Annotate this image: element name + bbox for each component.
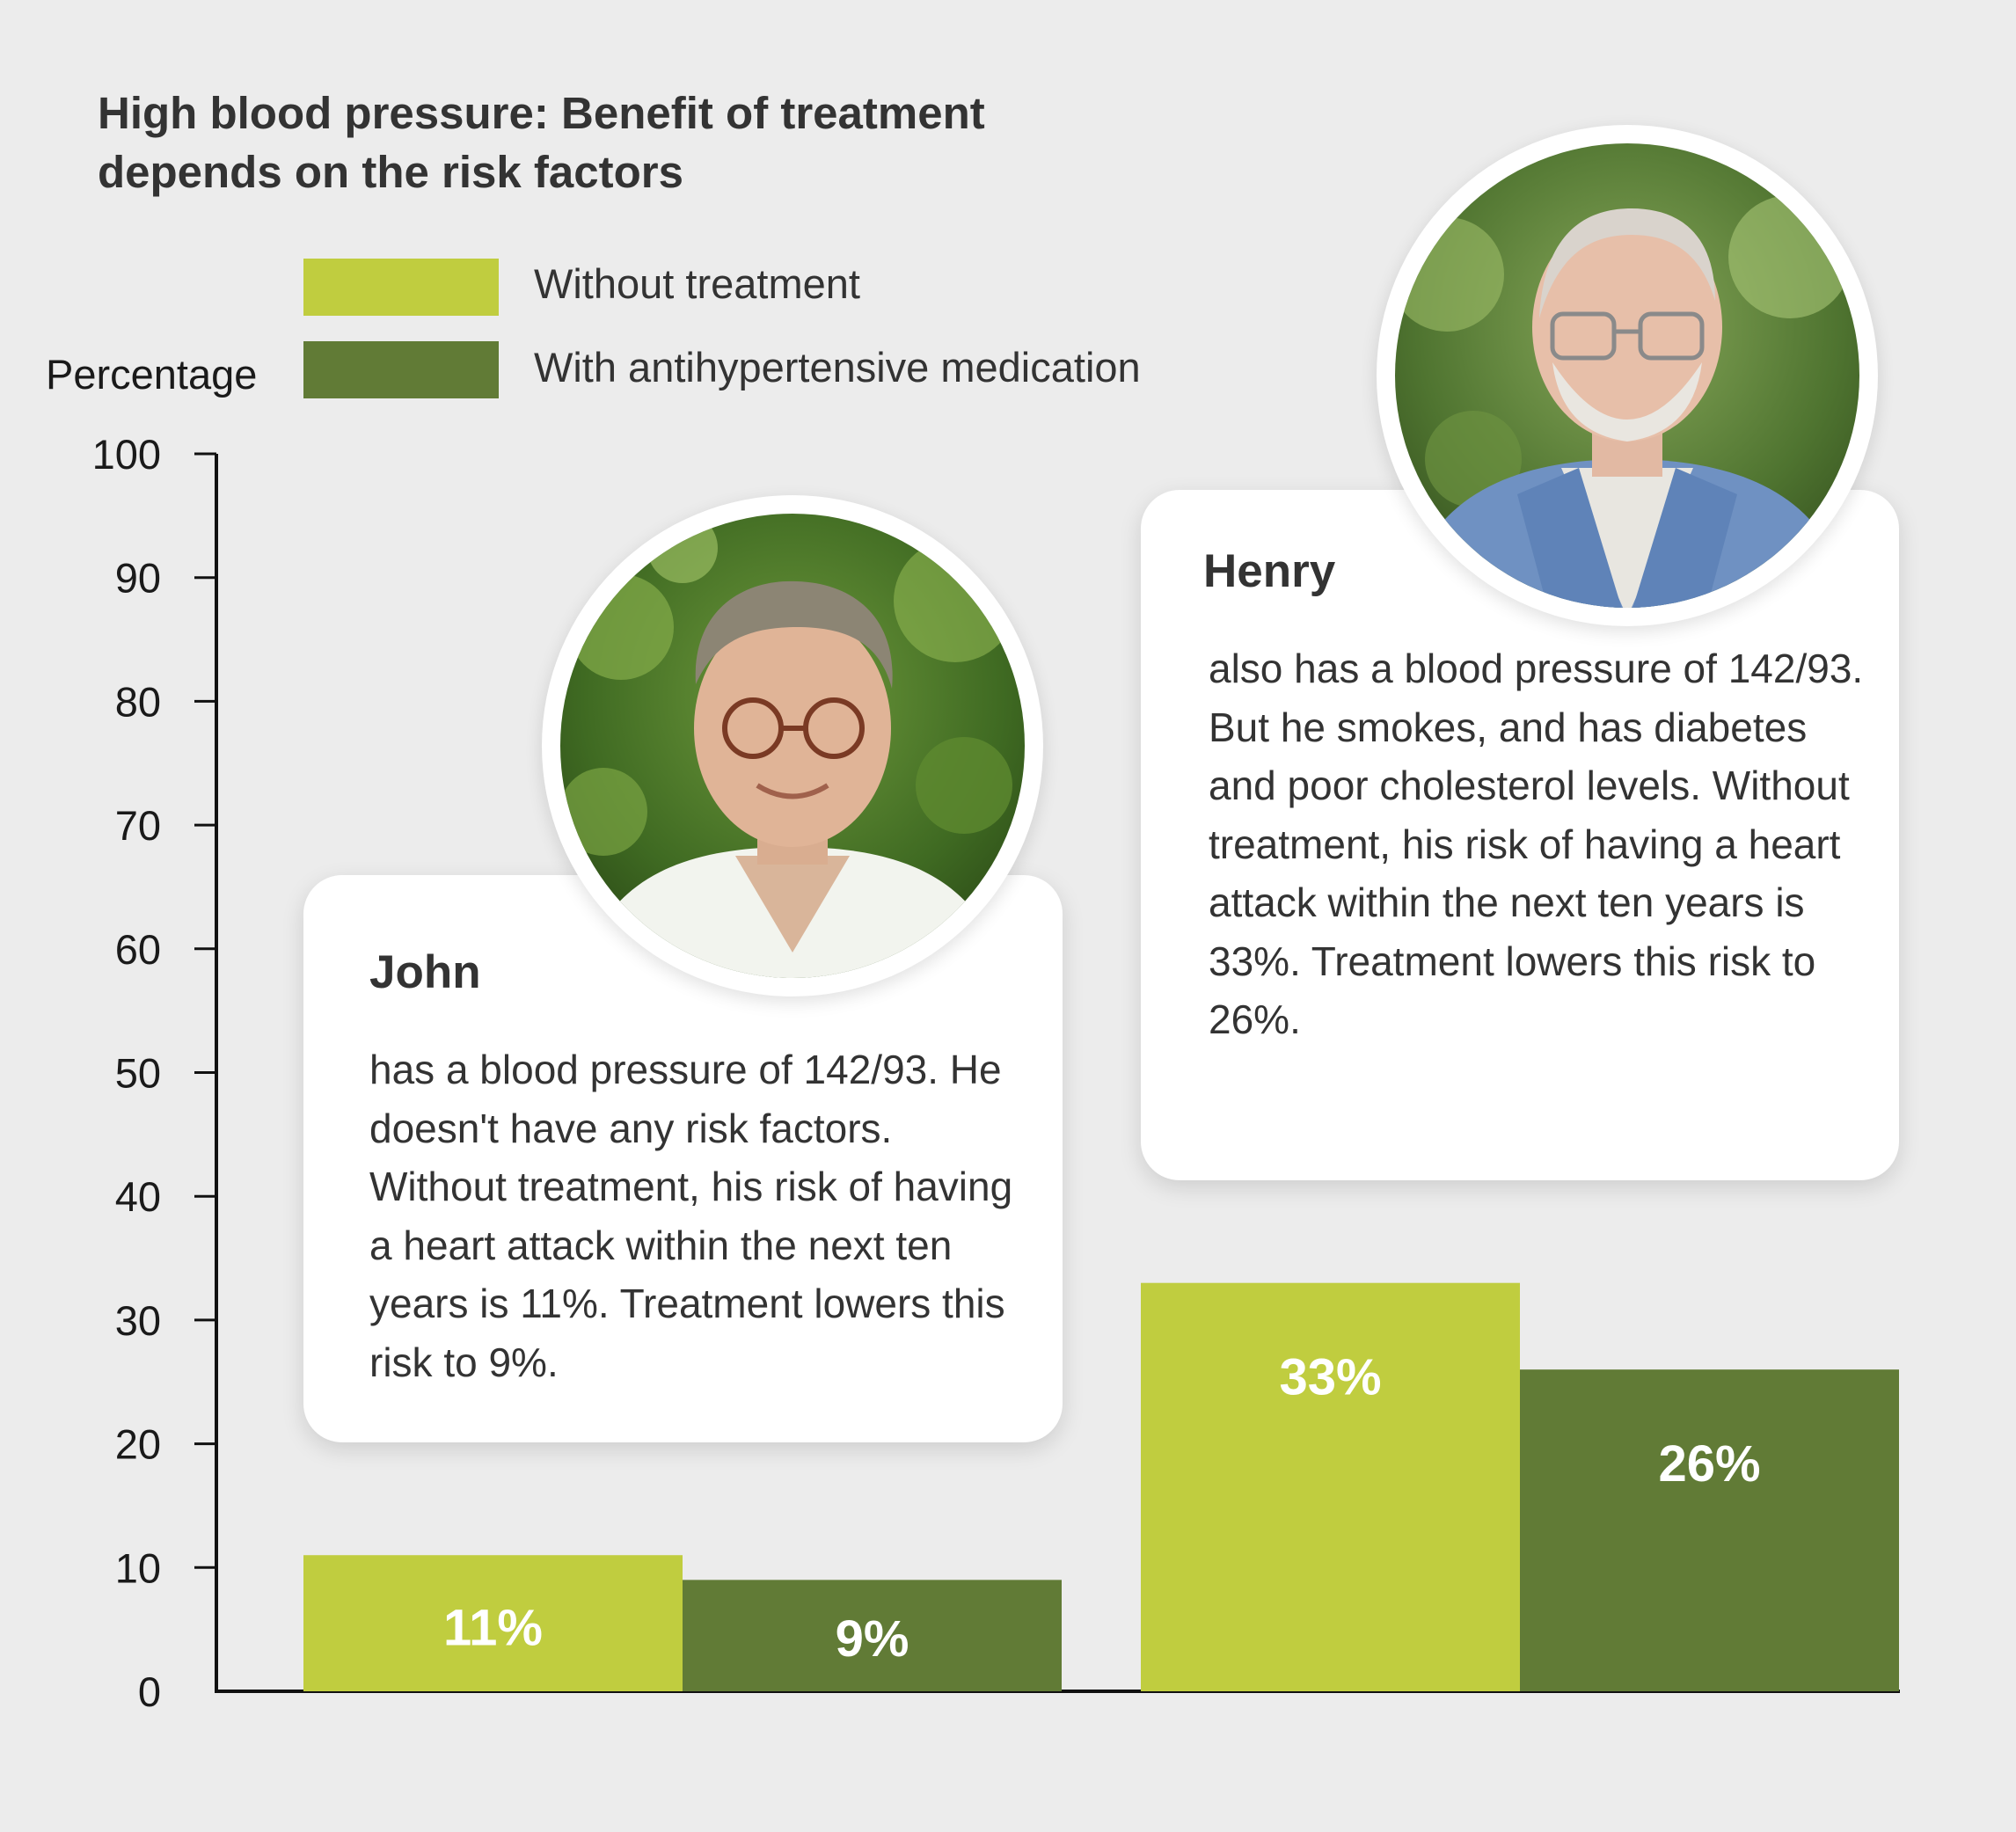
legend-swatch-with-medication — [303, 341, 499, 398]
bar-john-without-treatment — [303, 1555, 683, 1691]
henry-portrait-photo-icon — [1395, 143, 1859, 608]
john-portrait — [542, 495, 1043, 996]
henry-description: also has a blood pressure of 142/93. But… — [1209, 646, 1864, 1042]
y-tick-label: 60 — [115, 926, 161, 973]
y-tick-label: 80 — [115, 678, 161, 725]
bars — [303, 1282, 1899, 1691]
y-tick-label: 20 — [115, 1421, 161, 1468]
y-tick-label: 0 — [138, 1668, 161, 1715]
bar-value-label: 26% — [1658, 1435, 1760, 1493]
henry-name: Henry — [1203, 545, 1336, 597]
bar-value-label: 11% — [443, 1599, 543, 1656]
henry-portrait — [1377, 125, 1878, 626]
bar-value-label: 33% — [1279, 1349, 1381, 1406]
y-tick-label: 10 — [115, 1544, 161, 1591]
john-portrait-photo-icon — [560, 514, 1025, 978]
legend-label-without-treatment: Without treatment — [534, 260, 860, 307]
henry-info-card: Henry also has a blood pressure of 142/9… — [1141, 490, 1899, 1180]
bar-value-label: 9% — [836, 1610, 909, 1668]
y-tick-label: 40 — [115, 1173, 161, 1220]
bar-henry-with-medication — [1520, 1369, 1899, 1691]
legend-label-with-medication: With antihypertensive medication — [534, 344, 1141, 390]
chart-title: High blood pressure: Benefit of treatmen… — [98, 88, 985, 197]
john-name: John — [369, 946, 481, 998]
y-tick-label: 100 — [92, 431, 161, 478]
y-tick-label: 70 — [115, 802, 161, 849]
bar-henry-without-treatment — [1141, 1282, 1520, 1691]
john-description: has a blood pressure of 142/93. He doesn… — [369, 1047, 1013, 1385]
y-tick-label: 30 — [115, 1297, 161, 1344]
y-tick-label: 50 — [115, 1050, 161, 1097]
y-tick-label: 90 — [115, 555, 161, 602]
y-axis-label: Percentage — [46, 351, 258, 398]
bar-john-with-medication — [683, 1580, 1062, 1691]
bar-value-labels: 11% 9% 33% 26% — [443, 1349, 1760, 1668]
legend-swatch-without-treatment — [303, 259, 499, 316]
